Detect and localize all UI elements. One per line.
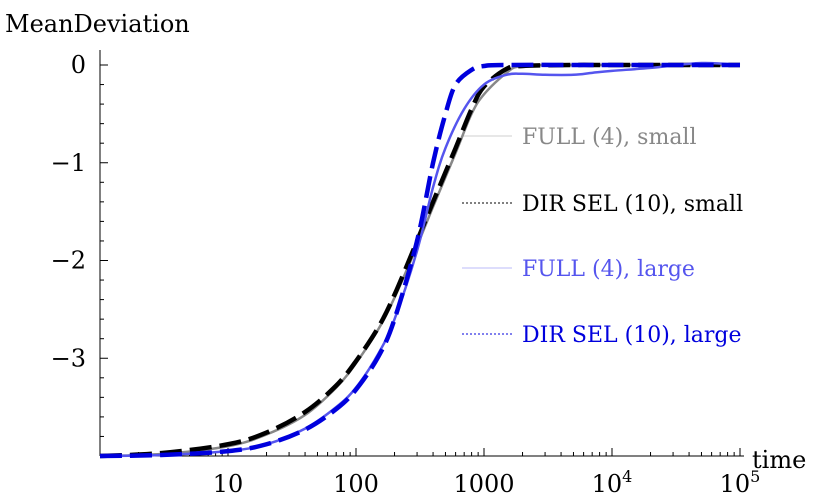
legend-label-2: FULL (4), large [522, 257, 695, 282]
x-tick-label: 1000 [453, 470, 514, 498]
y-tick-label: −1 [51, 149, 86, 177]
axes [99, 50, 744, 457]
x-tick-label: 10 [213, 470, 244, 498]
legend-label-1: DIR SEL (10), small [522, 192, 743, 217]
series-line-3 [99, 62, 740, 459]
x-axis-label: time [752, 446, 806, 474]
legend: FULL (4), small DIR SEL (10), small FULL (… [462, 125, 743, 348]
y-tick-label: −2 [51, 247, 86, 275]
legend-label-0: FULL (4), small [522, 125, 697, 150]
ticks: 0−1−2−310 100 1000 104 105 [51, 51, 761, 498]
y-tick-label: −3 [51, 344, 86, 372]
y-axis-label: MeanDeviation [5, 10, 190, 38]
x-tick-label: 100 [333, 470, 379, 498]
y-tick-label: 0 [71, 51, 86, 79]
curves [99, 61, 741, 459]
x-tick-label: 104 [592, 467, 633, 498]
legend-label-3: DIR SEL (10), large [522, 323, 742, 348]
x-tick-exponent: 5 [750, 467, 760, 486]
x-tick-exponent: 4 [622, 467, 632, 486]
